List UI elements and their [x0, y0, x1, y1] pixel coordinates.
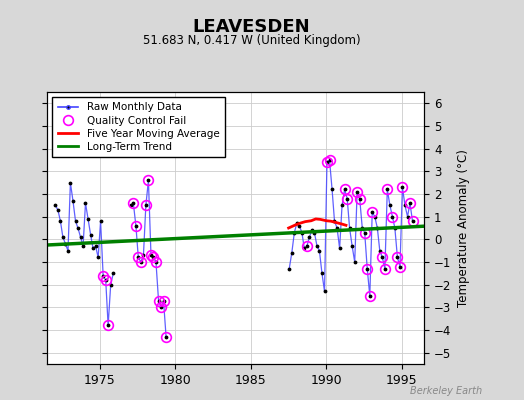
Y-axis label: Temperature Anomaly (°C): Temperature Anomaly (°C): [457, 149, 470, 307]
Text: Berkeley Earth: Berkeley Earth: [410, 386, 482, 396]
Legend: Raw Monthly Data, Quality Control Fail, Five Year Moving Average, Long-Term Tren: Raw Monthly Data, Quality Control Fail, …: [52, 97, 225, 157]
Text: 51.683 N, 0.417 W (United Kingdom): 51.683 N, 0.417 W (United Kingdom): [143, 34, 361, 47]
Text: LEAVESDEN: LEAVESDEN: [193, 18, 310, 36]
